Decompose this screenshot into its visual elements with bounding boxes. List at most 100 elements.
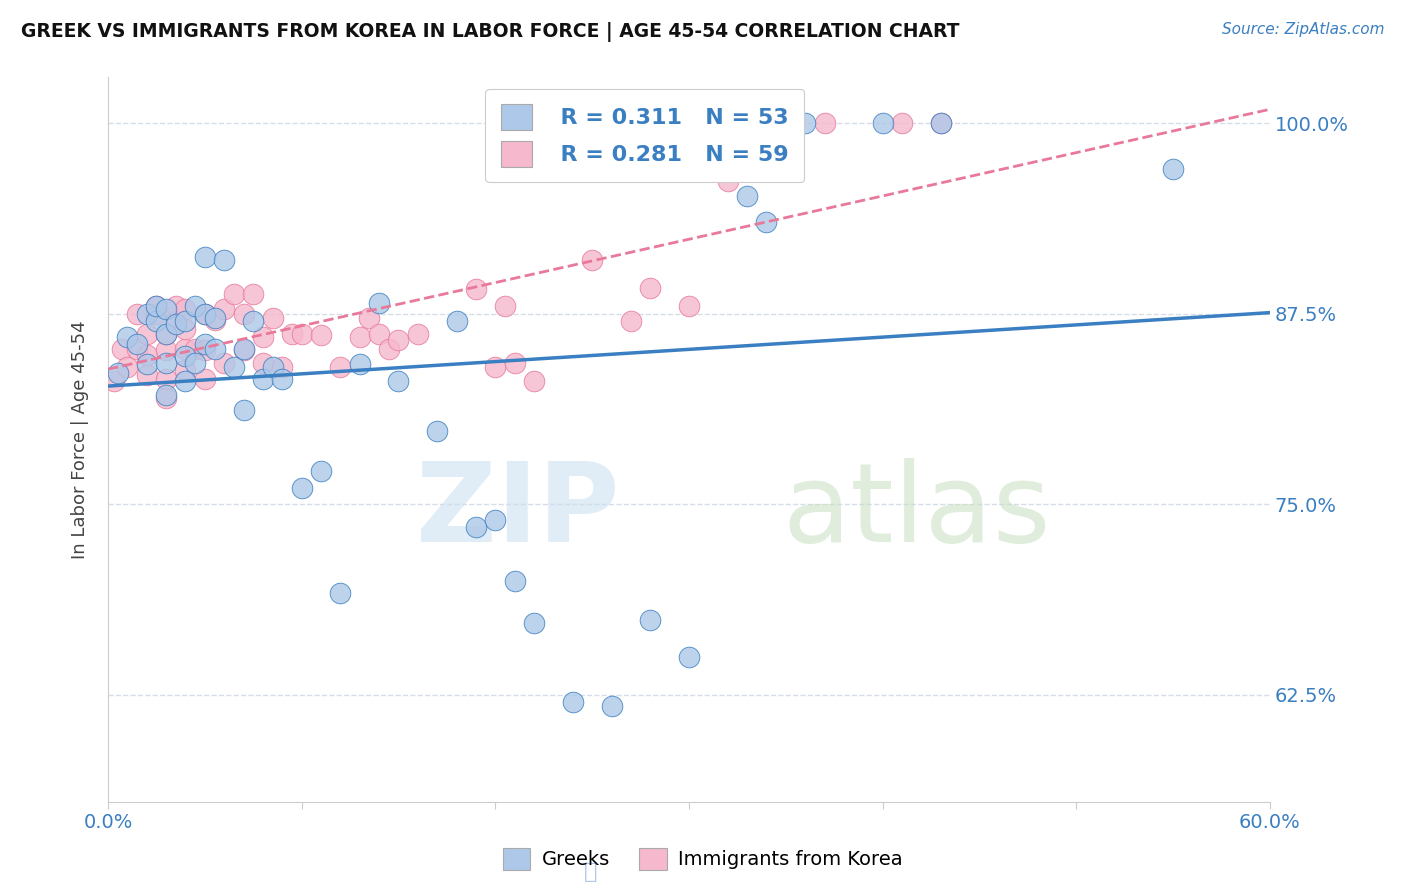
Point (891, 116, 914, 130)
Point (194, 372, 217, 386)
Point (242, 314, 264, 328)
Point (291, 326, 314, 341)
Point (484, 512, 506, 526)
Point (291, 481, 314, 495)
Point (212, 253, 235, 268)
Point (174, 302, 197, 317)
Point (103, 374, 125, 388)
Point (523, 374, 546, 388)
Point (212, 355, 235, 369)
Point (135, 368, 157, 382)
Point (309, 328, 332, 343)
Text: GREEK VS IMMIGRANTS FROM KOREA IN LABOR FORCE | AGE 45-54 CORRELATION CHART: GREEK VS IMMIGRANTS FROM KOREA IN LABOR … (21, 22, 959, 42)
Point (184, 355, 207, 369)
Point (125, 337, 148, 351)
Point (252, 355, 274, 369)
Point (252, 329, 274, 343)
Point (368, 296, 391, 310)
Point (110, 342, 132, 356)
Point (378, 342, 401, 356)
Point (155, 302, 177, 317)
Point (222, 287, 245, 301)
Point (174, 363, 197, 377)
Point (638, 613, 661, 627)
Point (174, 350, 197, 364)
Text: ⬜: ⬜ (583, 863, 598, 882)
Point (174, 374, 197, 388)
Point (155, 326, 177, 341)
Point (165, 299, 187, 313)
Point (194, 343, 217, 358)
Point (125, 307, 148, 321)
Point (813, 116, 835, 130)
Point (446, 314, 468, 328)
Point (465, 520, 488, 534)
Point (872, 116, 894, 130)
Point (678, 649, 700, 664)
Point (600, 698, 623, 713)
Point (252, 372, 274, 386)
Point (387, 333, 409, 347)
Point (222, 360, 245, 375)
Point (523, 616, 546, 631)
Point (155, 387, 177, 401)
Point (232, 343, 254, 358)
Point (242, 287, 264, 301)
Text: atlas: atlas (782, 458, 1050, 566)
Point (155, 391, 177, 405)
Point (387, 374, 409, 388)
Point (165, 318, 187, 332)
Point (135, 357, 157, 371)
Point (155, 372, 177, 386)
Point (262, 360, 284, 375)
Point (484, 360, 506, 375)
Y-axis label: In Labor Force | Age 45-54: In Labor Force | Age 45-54 (72, 320, 89, 558)
Point (281, 326, 304, 341)
Point (1161, 161, 1184, 176)
Point (349, 329, 371, 343)
Point (145, 314, 167, 328)
Point (406, 326, 429, 341)
Text: Source: ZipAtlas.com: Source: ZipAtlas.com (1222, 22, 1385, 37)
Point (135, 326, 157, 341)
Point (755, 215, 778, 229)
Point (929, 116, 952, 130)
Point (349, 357, 371, 371)
Point (678, 299, 700, 313)
Point (271, 372, 294, 386)
Point (107, 366, 129, 380)
Point (503, 574, 526, 588)
Point (775, 116, 797, 130)
Point (135, 348, 157, 362)
Point (232, 307, 254, 321)
Point (194, 250, 217, 264)
Point (359, 311, 381, 326)
Point (155, 326, 177, 341)
Point (212, 302, 235, 317)
Legend: Greeks, Immigrants from Korea: Greeks, Immigrants from Korea (495, 839, 911, 878)
Point (929, 116, 952, 130)
Point (503, 355, 526, 369)
Point (329, 585, 352, 599)
Point (174, 342, 197, 356)
Point (174, 314, 197, 328)
Point (581, 253, 603, 268)
Point (204, 311, 226, 326)
Point (271, 360, 294, 375)
Point (494, 299, 516, 313)
Text: ZIP: ZIP (416, 458, 619, 566)
Legend:   R = 0.311   N = 53,   R = 0.281   N = 59: R = 0.311 N = 53, R = 0.281 N = 59 (485, 88, 804, 182)
Point (735, 189, 758, 203)
Point (368, 326, 391, 341)
Point (620, 314, 643, 328)
Point (561, 696, 583, 710)
Point (145, 307, 167, 321)
Point (465, 282, 488, 296)
Point (145, 299, 167, 313)
Point (232, 342, 254, 356)
Point (232, 402, 254, 417)
Point (775, 116, 797, 130)
Point (194, 307, 217, 321)
Point (117, 360, 139, 375)
Point (135, 307, 157, 321)
